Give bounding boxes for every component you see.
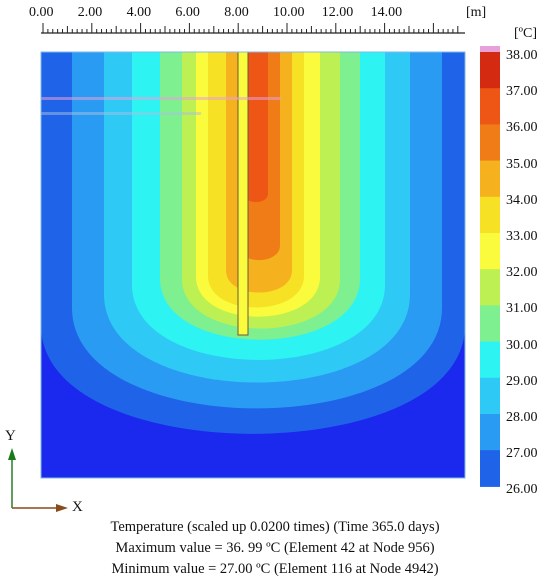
legend-unit: [ºC] (514, 26, 538, 41)
artifact-line (41, 97, 281, 100)
legend-level-label: 36.00 (506, 120, 538, 136)
ruler-tick-label: 14.00 (370, 5, 403, 20)
x-axis-label: X (72, 499, 83, 515)
legend-level-label: 28.00 (506, 410, 538, 425)
legend-swatch (480, 341, 500, 379)
caption-line-3: Minimum value = 27.00 ºC (Element 116 at… (111, 561, 439, 577)
y-axis-label: Y (5, 428, 16, 444)
legend-level-label: 32.00 (506, 265, 538, 281)
legend-swatch (480, 88, 500, 125)
legend-swatch (480, 196, 500, 234)
caption-line-1: Temperature (scaled up 0.0200 times) (Ti… (110, 519, 440, 535)
legend-level-label: 26.00 (506, 482, 538, 498)
legend-swatch (480, 160, 500, 198)
ruler-tick-label: 0.00 (29, 5, 54, 20)
legend-level-label: 35.00 (506, 156, 538, 172)
ruler-tick-label: 4.00 (126, 5, 152, 20)
legend-level-label: 29.00 (506, 373, 538, 389)
x-arrowhead-icon (56, 504, 68, 512)
ruler-tick-label: 12.00 (321, 5, 354, 20)
legend-level-label: 27.00 (506, 446, 538, 462)
legend-level-label: 33.00 (506, 229, 538, 244)
artifact-line (41, 112, 201, 115)
legend-level-label: 37.00 (506, 84, 538, 100)
ruler-tick-label: 10.00 (273, 5, 305, 20)
top-ruler (41, 23, 465, 34)
legend-level-label: 34.00 (506, 192, 538, 208)
legend-swatch (480, 124, 500, 162)
legend-swatch (480, 377, 500, 415)
legend-level-label: 30.00 (506, 337, 538, 353)
heat-pipe (237, 52, 249, 336)
ruler-tick-label: 6.00 (175, 5, 200, 20)
color-legend (480, 46, 500, 487)
ruler-tick-label: 2.00 (77, 5, 103, 20)
contour-band (244, 52, 268, 203)
ruler-tick-label: 8.00 (224, 5, 249, 20)
legend-swatch (480, 52, 500, 89)
caption-line-2: Maximum value = 36. 99 ºC (Element 42 at… (115, 540, 435, 556)
ruler-unit: [m] (466, 5, 487, 20)
contour-plot (41, 52, 465, 478)
legend-swatch (480, 269, 500, 306)
pipe-core (238, 52, 248, 335)
legend-swatch (480, 414, 500, 451)
y-arrowhead-icon (8, 448, 16, 460)
legend-swatch (480, 233, 500, 270)
legend-cap (480, 46, 500, 52)
legend-level-label: 31.00 (506, 301, 538, 317)
legend-swatch (480, 450, 500, 487)
domain-border (40, 51, 466, 479)
legend-level-label: 38.00 (506, 48, 538, 63)
legend-swatch (480, 305, 500, 343)
axis-triad (8, 448, 68, 512)
